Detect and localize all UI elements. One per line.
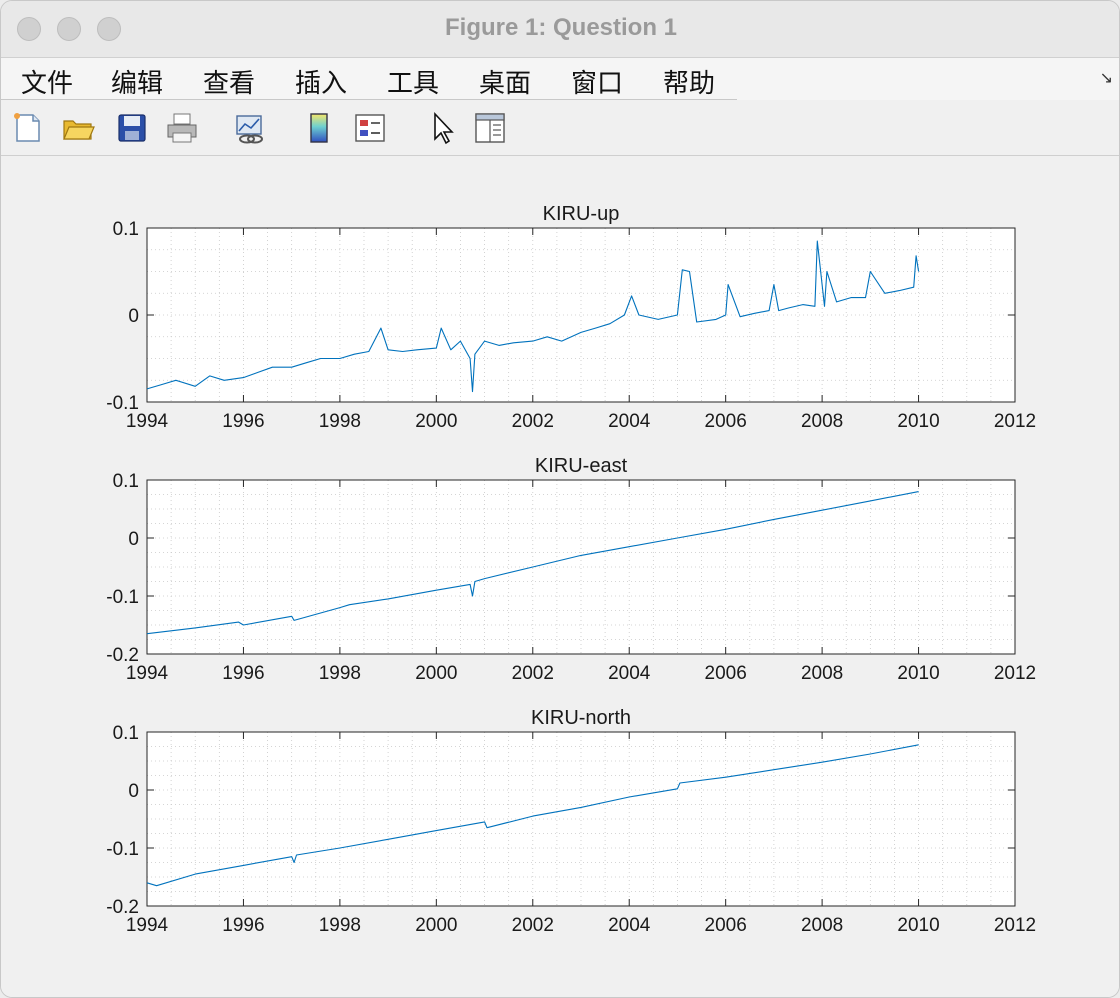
y-tick-label: -0.1 [106, 393, 139, 414]
y-tick-label: 0.1 [113, 471, 139, 492]
x-tick-label: 2012 [994, 411, 1036, 432]
x-tick-label: 2006 [705, 411, 747, 432]
menu-bar: 文件 编辑 查看 插入 工具 桌面 窗口 帮助 ↘ [1, 58, 1119, 100]
x-tick-label: 1994 [126, 663, 169, 684]
menu-window[interactable]: 窗口 [571, 69, 624, 99]
x-tick-label: 2004 [608, 411, 651, 432]
y-tick-label: -0.1 [106, 587, 139, 608]
axes-background [147, 228, 1015, 402]
x-tick-label: 1998 [319, 915, 361, 936]
close-window-button[interactable] [17, 17, 41, 41]
menu-edit[interactable]: 编辑 [111, 69, 164, 99]
menu-tools[interactable]: 工具 [387, 69, 440, 99]
axes-box [146, 731, 1016, 907]
print-icon[interactable] [165, 111, 199, 145]
x-tick-label: 2004 [608, 663, 651, 684]
colorbar-icon[interactable] [303, 111, 337, 145]
x-tick-label: 1996 [222, 663, 264, 684]
x-tick-label: 2012 [994, 663, 1036, 684]
x-tick-label: 2008 [801, 663, 843, 684]
legend-icon[interactable] [353, 111, 387, 145]
property-inspector-icon[interactable] [473, 111, 507, 145]
zoom-window-button[interactable] [97, 17, 121, 41]
series-line [146, 491, 919, 635]
chart-title: KIRU-up [543, 203, 620, 225]
series-line [146, 744, 919, 887]
x-tick-label: 1996 [222, 915, 264, 936]
chart-title: KIRU-north [531, 707, 631, 729]
x-tick-label: 1996 [222, 411, 264, 432]
figure-canvas[interactable]: KIRU-up 1994 1996 1998 2000 2002 2004 2006 2008 2… [1, 156, 1119, 997]
x-tick-label: 2008 [801, 915, 843, 936]
x-tick-label: 2002 [512, 915, 554, 936]
menu-insert[interactable]: 插入 [295, 69, 348, 99]
undock-arrow-icon[interactable]: ↘ [1099, 68, 1113, 87]
chart-title: KIRU-east [535, 455, 628, 477]
x-tick-label: 2002 [512, 411, 554, 432]
x-tick-label: 2010 [897, 663, 939, 684]
x-tick-label: 2012 [994, 915, 1036, 936]
x-tick-label: 1994 [126, 915, 169, 936]
y-tick-label: -0.2 [106, 897, 139, 918]
y-tick-label: -0.2 [106, 645, 139, 666]
x-tick-label: 2000 [415, 411, 457, 432]
new-figure-icon[interactable] [11, 111, 45, 145]
y-tick-label: 0 [128, 781, 139, 802]
x-tick-label: 2006 [705, 663, 747, 684]
menu-desktop[interactable]: 桌面 [479, 69, 532, 99]
axes-background [147, 480, 1015, 654]
pointer-icon[interactable] [425, 111, 459, 145]
title-bar[interactable]: Figure 1: Question 1 [1, 1, 1119, 58]
save-icon[interactable] [115, 111, 149, 145]
x-tick-label: 2004 [608, 915, 651, 936]
x-tick-label: 1994 [126, 411, 169, 432]
y-tick-label: 0 [128, 306, 139, 327]
toolbar [1, 101, 1119, 156]
y-tick-label: 0.1 [113, 219, 139, 240]
x-tick-label: 2008 [801, 411, 843, 432]
x-tick-label: 2002 [512, 663, 554, 684]
y-tick-label: -0.1 [106, 839, 139, 860]
series-line [146, 240, 920, 393]
x-tick-label: 2000 [415, 663, 457, 684]
figure-plot-svg: KIRU-up 1994 1996 1998 2000 2002 2004 2006 2008 2… [106, 203, 1036, 936]
axes-background [147, 732, 1015, 906]
menu-view[interactable]: 查看 [203, 69, 256, 99]
x-tick-label: 2010 [897, 411, 939, 432]
y-tick-label: 0.1 [113, 723, 139, 744]
menu-help[interactable]: 帮助 [663, 69, 716, 99]
link-plot-icon[interactable] [233, 111, 267, 145]
x-tick-label: 2006 [705, 915, 747, 936]
minimize-window-button[interactable] [57, 17, 81, 41]
menu-divider [1, 99, 737, 100]
x-tick-label: 2000 [415, 915, 457, 936]
y-tick-label: 0 [128, 529, 139, 550]
window-title: Figure 1: Question 1 [444, 14, 678, 41]
x-tick-label: 2010 [897, 915, 939, 936]
axes-box [146, 479, 1016, 655]
x-tick-label: 1998 [319, 411, 361, 432]
open-file-icon[interactable] [61, 111, 95, 145]
x-tick-label: 1998 [319, 663, 361, 684]
menu-file[interactable]: 文件 [21, 69, 74, 99]
